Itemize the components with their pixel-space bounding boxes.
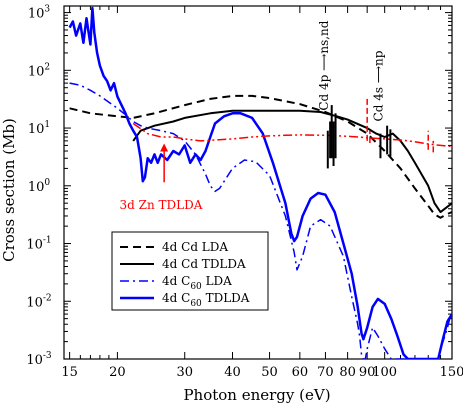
x-tick-label: 150 [440,365,463,380]
y-tick-label: 10-3 [26,351,52,368]
zn-arrow-head [160,143,169,152]
y-tick-label: 10-2 [26,293,51,310]
x-tick-label: 50 [261,365,278,380]
series-c60_tdlda [68,6,452,359]
plot-frame [63,5,453,360]
series-c60_lda [69,82,452,359]
x-tick-label: 20 [109,365,126,380]
y-tick-label: 100 [28,178,51,195]
x-tick-label: 30 [176,365,193,380]
x-tick-label: 60 [292,365,309,380]
plot-border [63,5,453,360]
y-tick-label: 102 [28,62,50,79]
x-tick-label: 70 [317,365,334,380]
x-axis-title: Photon energy (eV) [183,386,330,404]
legend-label: 4d C60 TDLDA [162,291,250,309]
y-tick-label: 10-1 [26,236,51,253]
zn-label: 3d Zn TDLDA [120,198,203,212]
x-tick-label: 15 [61,365,78,380]
annotation-layer: Cd 4p ⟶ns,nd Cd 4s ⟶np 3d Zn TDLDA [120,20,386,212]
y-tick-label: 101 [28,120,50,137]
y-axis: 10-3 10-2 10-1 100 101 102 103 [26,5,452,368]
y-axis-title: Cross section (Mb) [0,118,18,262]
series-zn_tdlda [132,122,452,148]
x-tick-label: 40 [224,365,241,380]
x-tick-label: 100 [372,365,397,380]
x-tick-label: 90 [359,365,376,380]
resonance-annotation: Cd 4s ⟶np [372,50,386,121]
series-cd_lda [69,94,452,219]
y-tick-label: 103 [28,5,51,22]
x-tick-label: 80 [339,365,356,380]
series-cd_tdlda [132,109,452,214]
legend-label: 4d C60 LDA [162,274,232,292]
resonance-annotation: Cd 4p ⟶ns,nd [317,20,331,110]
series-layer [68,6,452,359]
legend-label: 4d Cd LDA [162,240,228,254]
resonance-layer [326,96,435,169]
legend-label: 4d Cd TDLDA [162,257,246,271]
